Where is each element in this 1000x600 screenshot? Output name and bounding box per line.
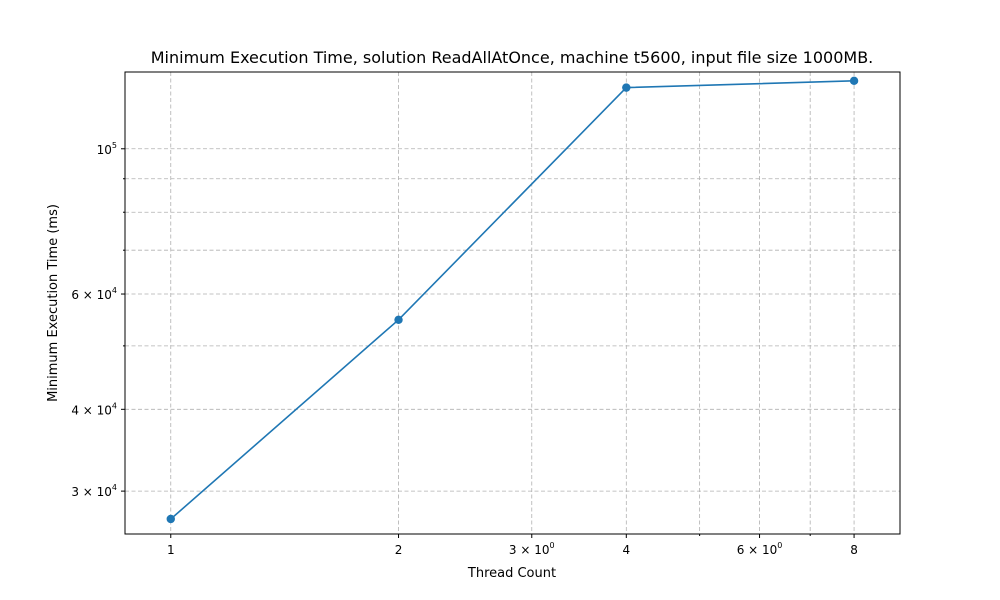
x-axis-label: Thread Count: [467, 566, 556, 581]
grid: [125, 72, 900, 534]
data-point: [166, 514, 175, 524]
x-tick-label: 6 × 100: [737, 541, 783, 557]
x-tick-label: 3 × 100: [509, 541, 555, 557]
chart-title: Minimum Execution Time, solution ReadAll…: [151, 48, 874, 67]
y-tick-label: 6 × 104: [71, 286, 117, 302]
y-tick-label: 105: [97, 141, 117, 157]
plot-frame: [124, 71, 901, 535]
data-point: [394, 315, 403, 325]
marker-layer: [166, 76, 859, 524]
series-line: [170, 80, 855, 520]
tick-labels: 1 2 3 × 100 4 6 × 100 8 3 × 104 4 × 104 6 × 104 1…: [71, 141, 858, 557]
data-point: [622, 83, 631, 92]
x-tick-label: 8: [850, 543, 858, 557]
ticks: [121, 148, 855, 538]
y-tick-label: 4 × 104: [71, 401, 117, 417]
y-tick-label: 3 × 104: [71, 483, 117, 499]
series-line-layer: [170, 80, 855, 520]
data-point: [849, 76, 859, 86]
x-tick-label: 2: [395, 543, 403, 557]
y-axis-label: Minimum Execution Time (ms): [46, 204, 61, 402]
x-tick-label: 1: [167, 543, 175, 557]
x-tick-label: 4: [622, 543, 630, 557]
